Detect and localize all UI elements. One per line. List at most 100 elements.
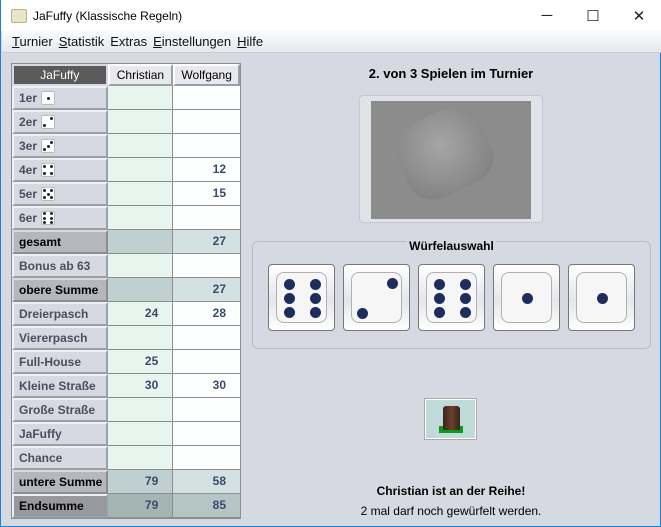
minimize-button[interactable]: ─ (541, 7, 553, 24)
row-label: 3er (12, 134, 108, 158)
row-label-text: Dreierpasch (19, 307, 89, 321)
die-button-3[interactable] (418, 264, 485, 331)
score-cell-wolfgang[interactable]: 28 (173, 302, 240, 326)
table-row: 5er 15 (12, 182, 240, 206)
score-cell-christian[interactable] (107, 110, 174, 134)
die-button-1[interactable] (268, 264, 335, 331)
die-face-6-icon (426, 272, 477, 323)
row-label-text: gesamt (19, 235, 62, 249)
row-label-text: 2er (19, 115, 38, 129)
score-cell-wolfgang[interactable]: 15 (173, 182, 240, 206)
die-button-4[interactable] (493, 264, 560, 331)
menu-statistik[interactable]: Statistik (58, 34, 105, 49)
rolls-remaining: 2 mal darf noch gewürfelt werden. (360, 504, 542, 518)
score-cell-christian[interactable] (107, 446, 174, 470)
row-label: 1er (12, 86, 108, 110)
table-row: Viererpasch (12, 326, 240, 350)
row-label-text: Chance (19, 451, 63, 465)
score-cell-wolfgang[interactable]: 30 (173, 374, 240, 398)
score-cell-christian[interactable]: 30 (107, 374, 174, 398)
score-cell-wolfgang[interactable] (173, 86, 240, 110)
row-label-text: Kleine Straße (19, 379, 96, 393)
row-label: Endsumme (12, 494, 108, 518)
score-cell-christian[interactable] (107, 422, 174, 446)
row-label: 2er (12, 110, 108, 134)
row-label: 5er (12, 182, 108, 206)
menu-hilfe[interactable]: Hilfe (237, 34, 264, 49)
table-row: 1er (12, 86, 240, 110)
menu-turnier[interactable]: Turnier (12, 34, 53, 49)
score-cell-wolfgang[interactable] (173, 350, 240, 374)
menu-extras[interactable]: Extras (110, 34, 148, 49)
score-cell-christian[interactable] (107, 398, 174, 422)
row-label: Kleine Straße (12, 374, 108, 398)
score-cell-wolfgang[interactable] (173, 398, 240, 422)
score-table: JaFuffy Christian Wolfgang 1er 2er 3er 4er 1… (11, 63, 241, 519)
row-label-text: 4er (19, 163, 38, 177)
table-row: JaFuffy (12, 422, 240, 446)
header-player-christian[interactable]: Christian (107, 64, 174, 86)
row-label: JaFuffy (12, 422, 108, 446)
score-cell-wolfgang[interactable]: 27 (173, 278, 240, 302)
row-label-text: JaFuffy (19, 427, 62, 441)
row-label: untere Summe (12, 470, 108, 494)
score-cell-christian[interactable]: 79 (107, 470, 174, 494)
score-cell-christian[interactable] (107, 278, 174, 302)
dice-cup-image (359, 95, 543, 223)
row-label-text: 3er (19, 139, 38, 153)
table-row: 6er (12, 206, 240, 230)
die-button-5[interactable] (568, 264, 635, 331)
table-row: Kleine Straße 30 30 (12, 374, 240, 398)
score-cell-wolfgang[interactable] (173, 326, 240, 350)
score-cell-wolfgang[interactable] (173, 254, 240, 278)
row-label-text: Große Straße (19, 403, 96, 417)
score-cell-wolfgang[interactable]: 85 (173, 494, 240, 518)
dice-panel-title: Würfelauswahl (407, 239, 496, 253)
score-cell-christian[interactable] (107, 182, 174, 206)
table-row: Endsumme 79 85 (12, 494, 240, 518)
menu-einstellungen[interactable]: Einstellungen (153, 34, 232, 49)
score-cell-christian[interactable] (107, 134, 174, 158)
table-row: 3er (12, 134, 240, 158)
score-cell-christian[interactable] (107, 254, 174, 278)
maximize-button[interactable]: ☐ (586, 7, 600, 25)
score-cell-christian[interactable] (107, 326, 174, 350)
row-label-text: 5er (19, 187, 38, 201)
roll-dice-button[interactable] (424, 398, 477, 440)
score-cell-wolfgang[interactable] (173, 206, 240, 230)
row-label: gesamt (12, 230, 108, 254)
row-label: Full-House (12, 350, 108, 374)
row-label-text: Full-House (19, 355, 81, 369)
row-label: Chance (12, 446, 108, 470)
score-cell-wolfgang[interactable] (173, 446, 240, 470)
score-cell-christian[interactable] (107, 158, 174, 182)
header-player-wolfgang[interactable]: Wolfgang (173, 64, 240, 86)
score-cell-wolfgang[interactable] (173, 134, 240, 158)
score-cell-christian[interactable] (107, 230, 174, 254)
dice-selection-panel: Würfelauswahl (252, 239, 651, 349)
die-button-2[interactable] (343, 264, 410, 331)
die-face-2-icon (351, 272, 402, 323)
score-cell-christian[interactable]: 25 (107, 350, 174, 374)
table-header: JaFuffy Christian Wolfgang (12, 64, 240, 86)
die-2-icon (41, 115, 56, 129)
row-label: 4er (12, 158, 108, 182)
score-cell-christian[interactable] (107, 86, 174, 110)
row-label: 6er (12, 206, 108, 230)
score-cell-christian[interactable]: 79 (107, 494, 174, 518)
score-cell-wolfgang[interactable]: 58 (173, 470, 240, 494)
score-cell-wolfgang[interactable] (173, 422, 240, 446)
row-label: Große Straße (12, 398, 108, 422)
table-row: Full-House 25 (12, 350, 240, 374)
table-row: gesamt 27 (12, 230, 240, 254)
score-cell-christian[interactable] (107, 206, 174, 230)
close-button[interactable]: ✕ (632, 7, 646, 25)
score-cell-wolfgang[interactable]: 27 (173, 230, 240, 254)
die-face-1-icon (576, 272, 627, 323)
score-cell-wolfgang[interactable]: 12 (173, 158, 240, 182)
score-cell-wolfgang[interactable] (173, 110, 240, 134)
score-cell-christian[interactable]: 24 (107, 302, 174, 326)
row-label-text: 6er (19, 211, 38, 225)
row-label: Viererpasch (12, 326, 108, 350)
